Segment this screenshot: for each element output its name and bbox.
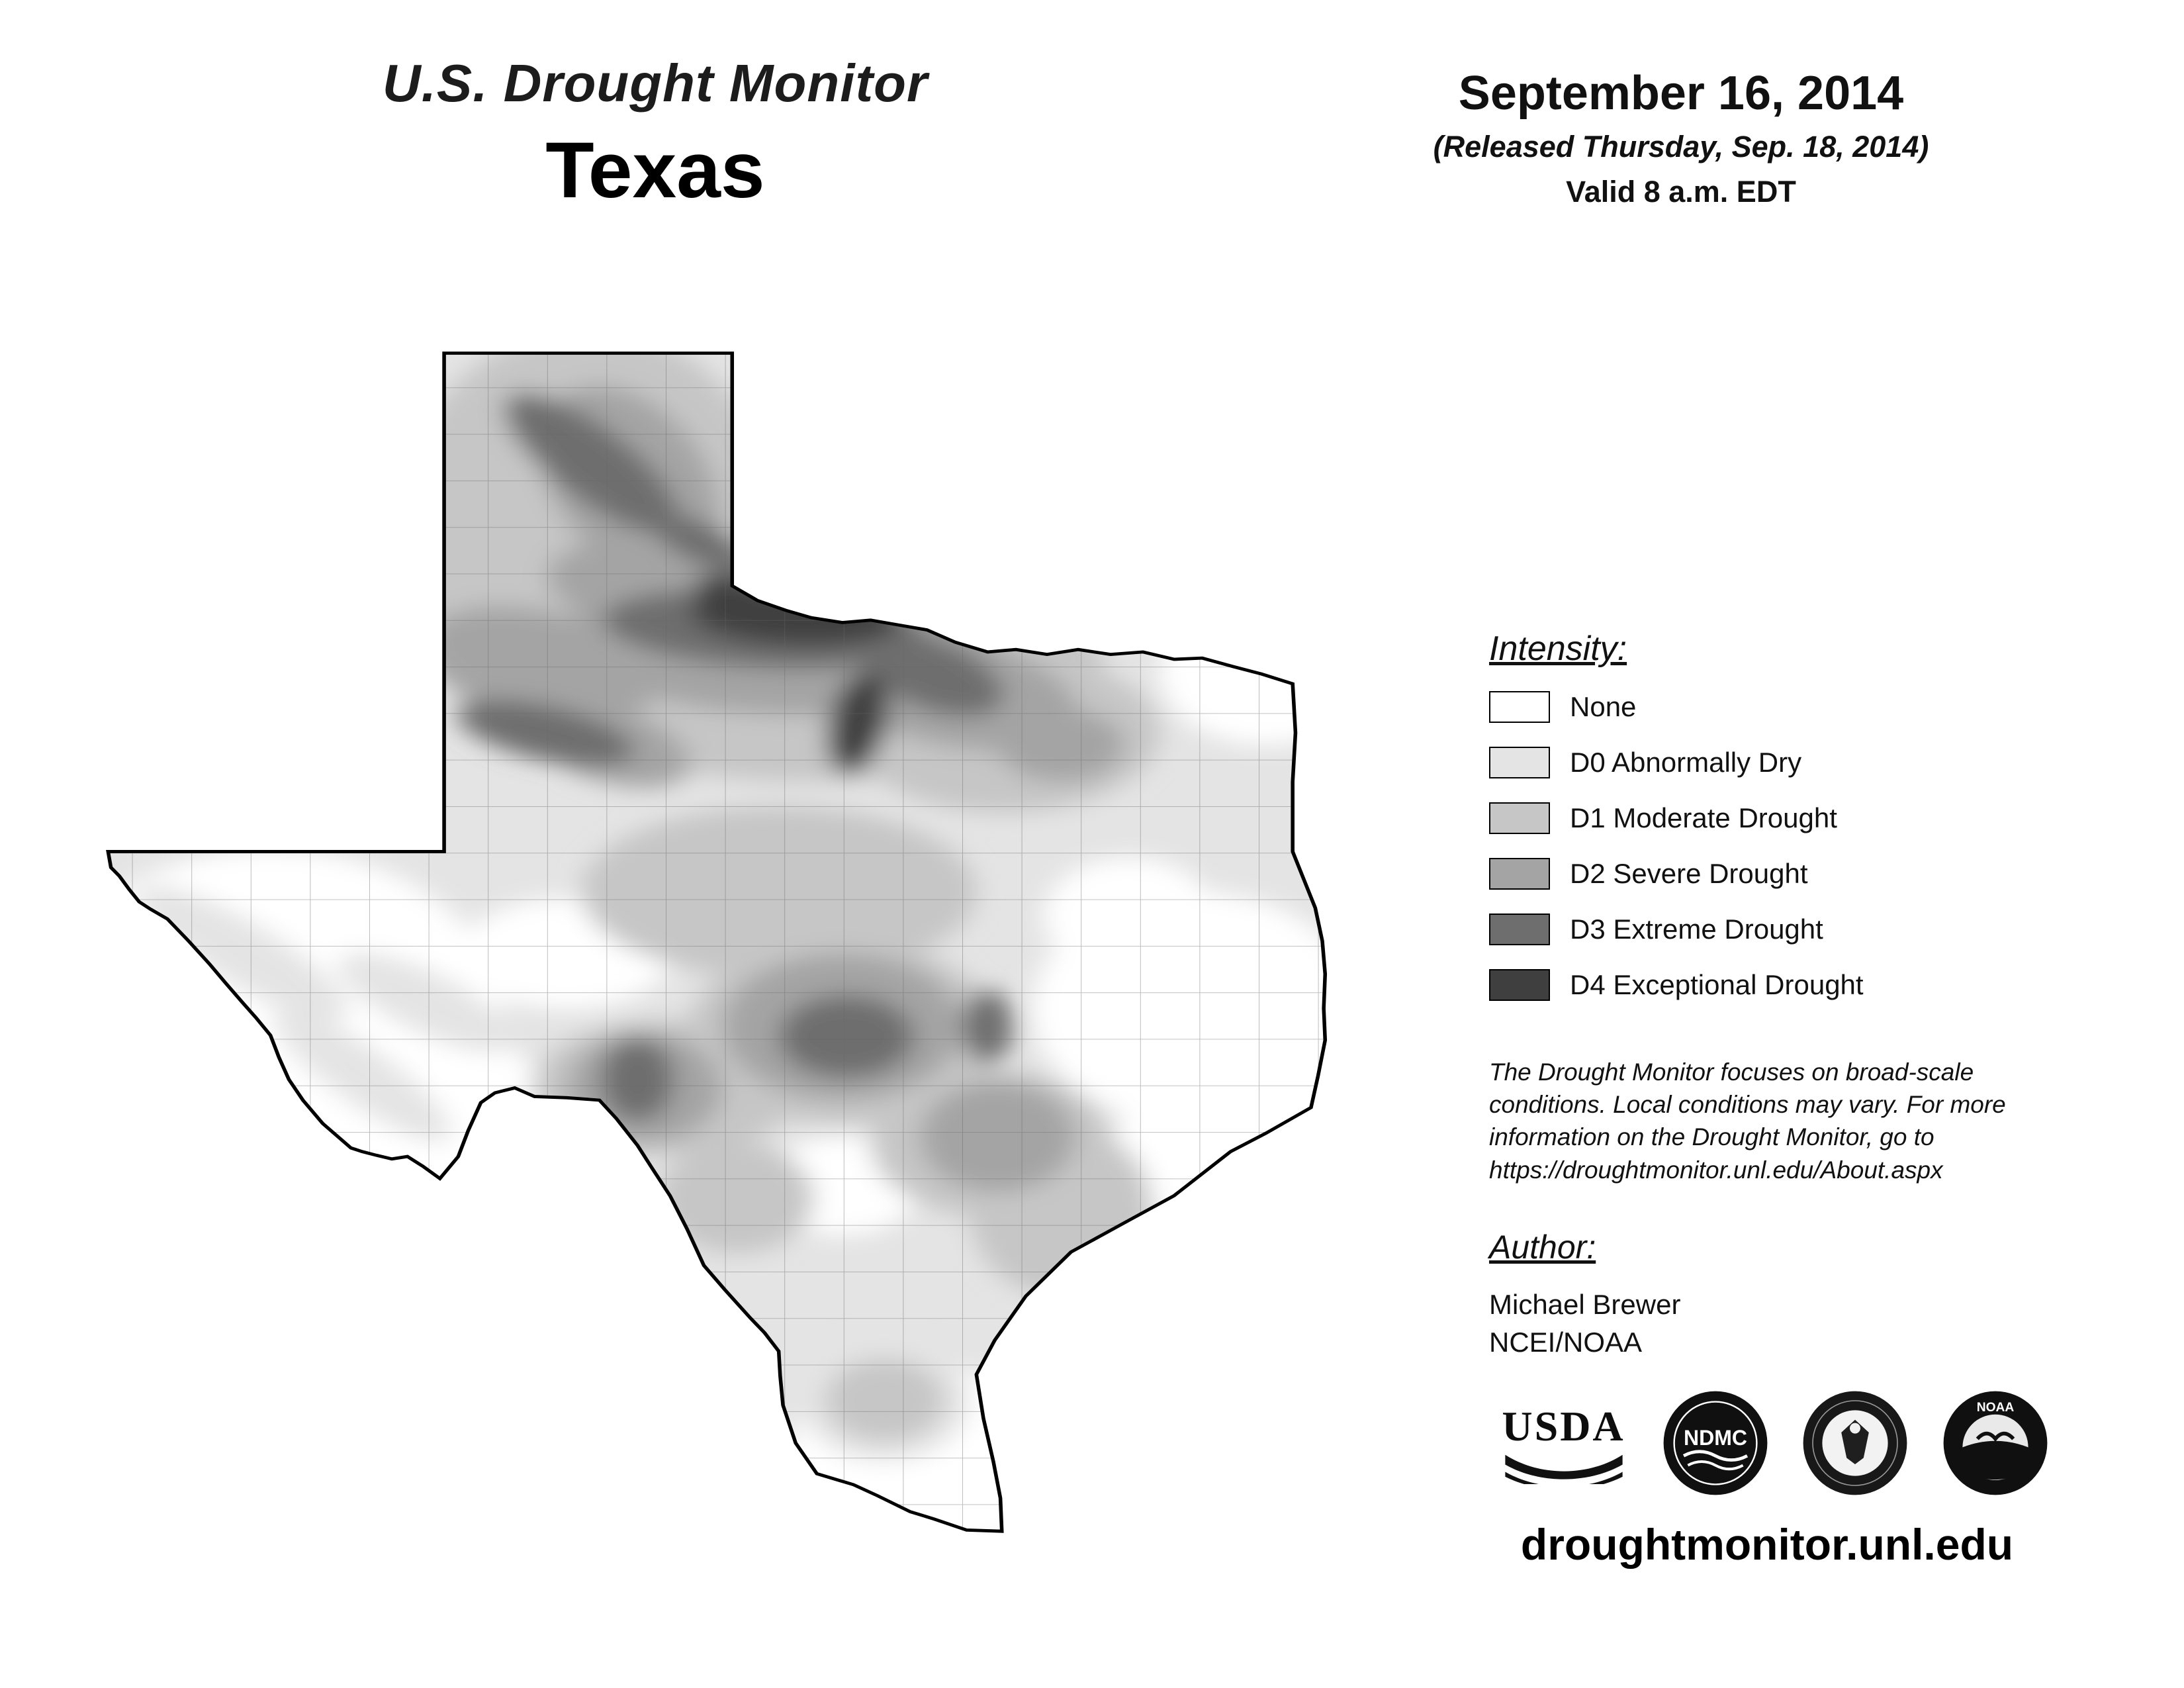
legend-label: None <box>1570 691 1637 722</box>
date-block: September 16, 2014 (Released Thursday, S… <box>1377 66 1985 209</box>
usda-swoosh-icon <box>1504 1454 1623 1484</box>
agency-logos: USDA NDMC NOAA <box>1499 1387 2048 1499</box>
map-date: September 16, 2014 <box>1458 67 1904 120</box>
author-org: NCEI/NOAA <box>1489 1326 1643 1358</box>
intensity-legend: Intensity: None D0 Abnormally Dry D1 Mod… <box>1489 629 1864 1025</box>
swatch-d3 <box>1489 914 1550 945</box>
swatch-d4 <box>1489 969 1550 1001</box>
ndmc-logo-icon: NDMC <box>1663 1391 1768 1495</box>
legend-item-d1: D1 Moderate Drought <box>1489 802 1864 834</box>
swatch-d1 <box>1489 802 1550 834</box>
report-title: U.S. Drought Monitor <box>382 54 929 113</box>
legend-label: D3 Extreme Drought <box>1570 914 1823 945</box>
swatch-d2 <box>1489 858 1550 890</box>
swatch-d0 <box>1489 747 1550 778</box>
legend-label: D1 Moderate Drought <box>1570 802 1837 833</box>
usda-wordmark: USDA <box>1502 1403 1625 1450</box>
footer-url[interactable]: droughtmonitor.unl.edu <box>1520 1520 2014 1569</box>
region-title: Texas <box>545 126 765 214</box>
title-block: U.S. Drought Monitor Texas <box>192 53 1118 216</box>
texas-outline <box>106 352 1328 1533</box>
legend-heading: Intensity: <box>1489 630 1627 668</box>
legend-label: D0 Abnormally Dry <box>1570 747 1802 778</box>
ndmc-wordmark: NDMC <box>1684 1426 1747 1450</box>
legend-item-d2: D2 Severe Drought <box>1489 858 1864 890</box>
texas-drought-map <box>106 352 1328 1533</box>
disclaimer-text: The Drought Monitor focuses on broad-sca… <box>1489 1058 2006 1184</box>
legend-item-none: None <box>1489 691 1864 723</box>
released-date: (Released Thursday, Sep. 18, 2014) <box>1433 130 1929 164</box>
author-name: Michael Brewer <box>1489 1289 1681 1320</box>
doc-seal-icon <box>1803 1391 1907 1495</box>
legend-item-d3: D3 Extreme Drought <box>1489 914 1864 945</box>
legend-label: D4 Exceptional Drought <box>1570 969 1864 1000</box>
legend-item-d0: D0 Abnormally Dry <box>1489 747 1864 778</box>
county-grid <box>108 353 1326 1532</box>
usda-logo: USDA <box>1499 1402 1628 1484</box>
author-heading: Author: <box>1489 1229 1596 1266</box>
legend-item-d4: D4 Exceptional Drought <box>1489 969 1864 1001</box>
valid-time: Valid 8 a.m. EDT <box>1566 175 1796 209</box>
author-block: Author: Michael Brewer NCEI/NOAA <box>1489 1228 1680 1361</box>
drought-shading <box>108 353 1326 1532</box>
legend-label: D2 Severe Drought <box>1570 858 1808 889</box>
noaa-logo-icon: NOAA <box>1943 1391 2048 1495</box>
swatch-none <box>1489 691 1550 723</box>
noaa-wordmark: NOAA <box>1977 1401 2015 1415</box>
